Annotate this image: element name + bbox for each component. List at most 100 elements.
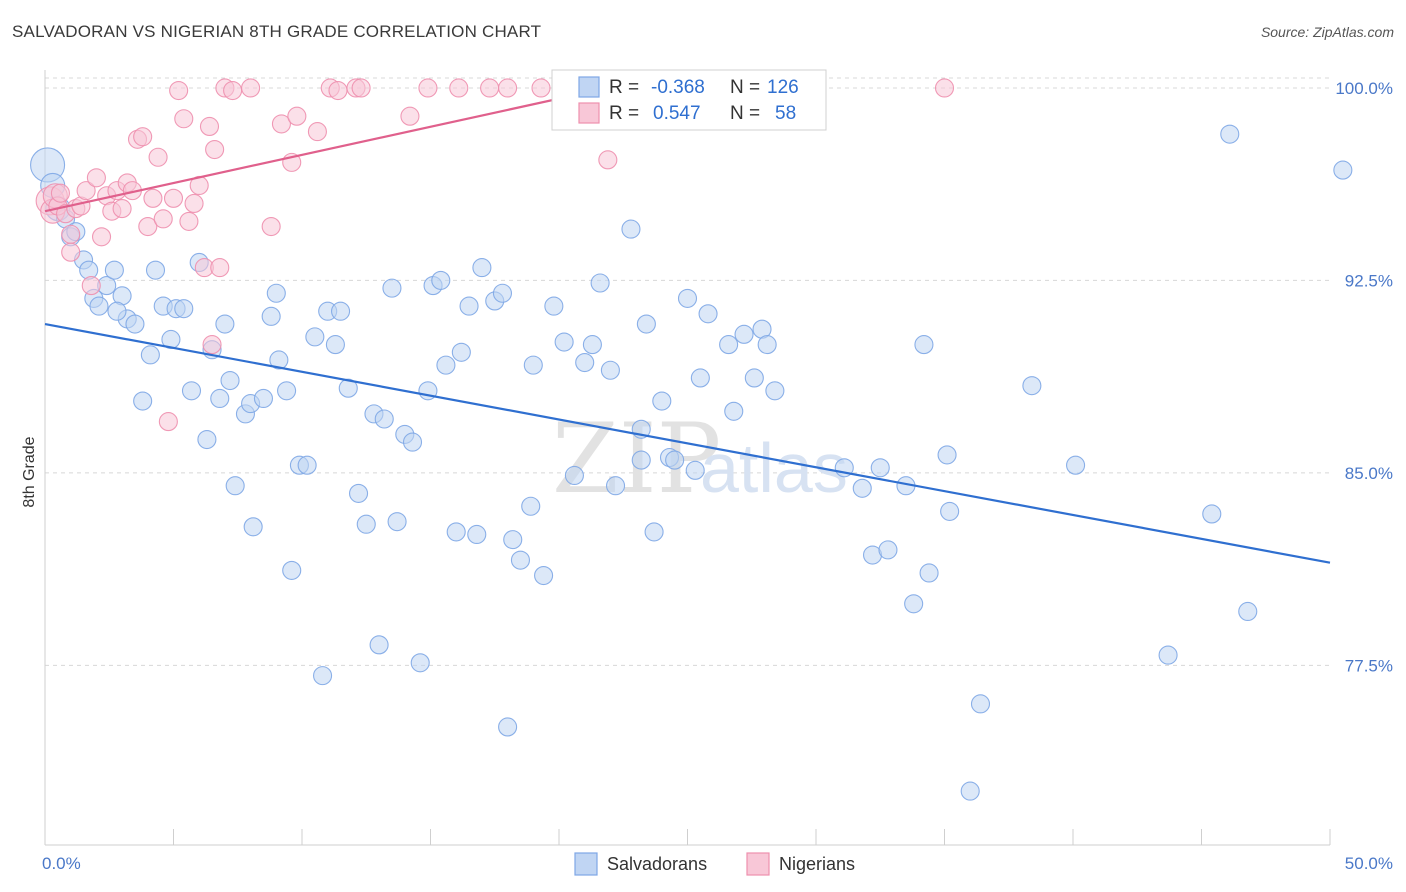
point-nigerians [76, 181, 96, 201]
point-salvadorans [1333, 160, 1353, 180]
point-salvadorans [937, 445, 957, 465]
point-nigerians [91, 227, 112, 247]
point-salvadorans [277, 381, 297, 401]
point-nigerians [205, 140, 225, 160]
point-salvadorans [330, 301, 351, 321]
legend-r-label: R = [609, 103, 639, 124]
point-nigerians [86, 168, 106, 188]
trendline-salvadorans [44, 322, 1331, 564]
watermark: ZIP atlas [552, 403, 848, 515]
point-nigerians [307, 122, 327, 142]
trendlines [44, 86, 1331, 564]
point-salvadorans [282, 560, 302, 580]
legend-n-salvadorans: 126 [767, 77, 799, 98]
point-salvadorans [960, 781, 980, 801]
point-salvadorans [374, 409, 394, 429]
point-salvadorans [600, 360, 620, 380]
point-salvadorans [313, 666, 333, 686]
point-salvadorans [870, 458, 890, 478]
point-salvadorans [757, 335, 777, 355]
point-nigerians [158, 412, 178, 432]
point-salvadorans [940, 501, 960, 521]
point-salvadorans [1238, 601, 1258, 622]
point-nigerians [179, 211, 199, 231]
point-salvadorans [387, 512, 407, 532]
point-salvadorans [369, 635, 389, 655]
point-salvadorans [338, 378, 358, 398]
point-salvadorans [243, 517, 263, 537]
point-nigerians [81, 276, 101, 296]
y-tick-label: 100.0% [1335, 79, 1393, 98]
point-salvadorans [215, 314, 235, 334]
point-salvadorans [220, 370, 240, 391]
point-salvadorans [472, 258, 492, 278]
legend-n-nigerians: 58 [775, 103, 796, 124]
point-salvadorans [631, 450, 651, 470]
point-nigerians [400, 106, 420, 126]
gridlines [45, 77, 1330, 666]
point-salvadorans [410, 653, 430, 673]
point-salvadorans [1066, 455, 1086, 475]
chart-title: SALVADORAN VS NIGERIAN 8TH GRADE CORRELA… [12, 22, 542, 41]
point-salvadorans [719, 335, 739, 355]
point-nigerians [498, 78, 518, 98]
legend-swatch-nigerians [746, 852, 770, 876]
legend-swatch-salvadorans [574, 852, 598, 876]
point-salvadorans [431, 270, 451, 290]
legend-label-salvadorans: Salvadorans [607, 854, 707, 874]
point-salvadorans [734, 324, 754, 344]
point-salvadorans [554, 332, 574, 352]
point-salvadorans [582, 335, 602, 355]
point-salvadorans [269, 350, 289, 370]
point-nigerians [449, 78, 469, 98]
point-nigerians [287, 106, 307, 126]
point-salvadorans [104, 260, 124, 280]
point-salvadorans [266, 283, 286, 303]
point-salvadorans [534, 565, 554, 586]
point-salvadorans [348, 483, 369, 503]
point-salvadorans [89, 296, 109, 316]
point-nigerians [531, 78, 551, 98]
point-salvadorans [1220, 124, 1240, 144]
legend-r-nigerians: 0.547 [653, 103, 701, 124]
point-salvadorans [904, 594, 924, 614]
y-tick-label: 92.5% [1345, 271, 1393, 290]
point-salvadorans [590, 273, 610, 293]
point-salvadorans [402, 432, 423, 452]
point-salvadorans [382, 278, 402, 298]
x-tick-label: 50.0% [1345, 854, 1393, 873]
point-salvadorans [919, 563, 939, 583]
point-nigerians [153, 209, 173, 229]
point-salvadorans [1202, 504, 1222, 524]
point-salvadorans [356, 514, 376, 534]
series-nigerians [35, 78, 955, 432]
point-nigerians [184, 193, 204, 213]
legend-swatch-nigerians [578, 102, 600, 124]
legend-r-label: R = [609, 77, 639, 98]
legend-r-salvadorans: -0.368 [651, 77, 705, 98]
point-salvadorans [451, 342, 471, 362]
point-salvadorans [297, 455, 317, 475]
point-nigerians [169, 80, 189, 101]
point-salvadorans [914, 335, 934, 355]
point-nigerians [261, 216, 281, 237]
y-tick-label: 77.5% [1345, 656, 1393, 675]
legend-label-nigerians: Nigerians [779, 854, 855, 874]
trendline-nigerians [44, 86, 609, 213]
point-salvadorans [325, 335, 345, 355]
point-salvadorans [510, 550, 531, 570]
point-salvadorans [125, 314, 145, 334]
point-salvadorans [197, 429, 217, 450]
point-salvadorans [878, 540, 898, 560]
point-nigerians [163, 188, 184, 208]
point-salvadorans [498, 717, 518, 737]
point-salvadorans [575, 352, 595, 373]
point-salvadorans [145, 260, 166, 280]
point-salvadorans [677, 288, 698, 308]
point-salvadorans [459, 296, 479, 316]
x-tick-label: 0.0% [42, 854, 81, 873]
point-salvadorans [467, 524, 487, 545]
point-salvadorans [225, 476, 245, 496]
point-salvadorans [492, 283, 513, 303]
point-salvadorans [436, 355, 456, 375]
